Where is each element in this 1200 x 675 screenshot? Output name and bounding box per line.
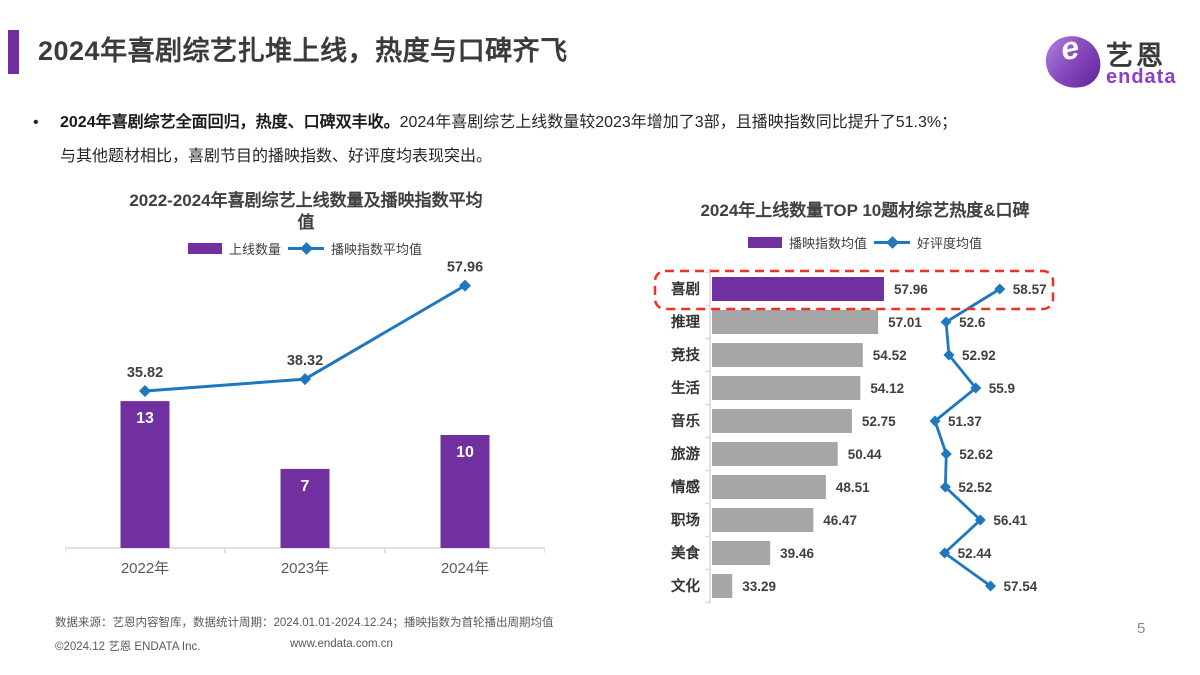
page-number: 5	[1137, 620, 1146, 637]
summary-paragraph: 2024年喜剧综艺全面回归，热度、口碑双丰收。2024年喜剧综艺上线数量较202…	[60, 106, 1130, 174]
bar-value-label: 57.01	[888, 315, 922, 330]
summary-line-1: 2024年喜剧综艺全面回归，热度、口碑双丰收。2024年喜剧综艺上线数量较202…	[60, 106, 1130, 140]
summary-line-2: 与其他题材相比，喜剧节目的播映指数、好评度均表现突出。	[60, 148, 493, 165]
bar-情感	[712, 475, 826, 499]
line-point-marker	[970, 382, 982, 394]
right-legend-line-label: 好评度均值	[917, 236, 983, 251]
line-value-label: 52.44	[958, 546, 992, 561]
bar-value-label: 10	[456, 444, 474, 461]
bar-value-label: 54.52	[873, 348, 907, 363]
bar-value-label: 7	[301, 478, 310, 495]
line-value-label: 56.41	[993, 513, 1027, 528]
bar-legend-swatch	[747, 237, 782, 248]
bar-value-label: 52.75	[862, 414, 896, 429]
bar-value-label: 39.46	[780, 546, 814, 561]
category-label: 音乐	[671, 412, 700, 430]
category-label: 旅游	[671, 445, 700, 463]
bar-竞技	[712, 343, 863, 367]
bar-legend-swatch	[187, 243, 222, 254]
category-label: 喜剧	[671, 280, 700, 298]
bar-value-label: 33.29	[742, 579, 776, 594]
line-value-label: 52.52	[958, 480, 992, 495]
bar-value-label: 13	[136, 410, 154, 427]
endata-logo: e 艺恩 endata	[1042, 22, 1186, 94]
right-chart-legend: 播映指数均值 好评度均值	[650, 233, 1080, 252]
category-label: 生活	[671, 379, 700, 397]
category-label: 竞技	[671, 346, 700, 364]
bar-value-label: 48.51	[836, 480, 870, 495]
logo-zh-text: 艺恩	[1106, 41, 1166, 71]
bar-美食	[712, 541, 771, 565]
left-chart-plot: 13 2022年 7 2023年 10 2024年 35.82 38.32 57.96	[65, 260, 545, 577]
category-label: 文化	[671, 577, 700, 595]
logo-en-text: endata	[1106, 66, 1177, 88]
bar-推理	[712, 310, 879, 334]
bar-喜剧	[712, 277, 884, 301]
bar-文化	[712, 574, 733, 598]
rating-line	[933, 287, 1001, 588]
line-legend-swatch	[874, 241, 910, 244]
line-point-marker	[939, 547, 951, 559]
right-chart-title: 2024年上线数量TOP 10题材综艺热度&口碑	[700, 201, 1030, 220]
bar-2023年	[280, 468, 330, 548]
x-axis-label: 2022年	[121, 560, 169, 577]
line-value-label: 58.57	[1013, 282, 1047, 297]
line-value-label: 38.32	[287, 353, 323, 369]
line-value-label: 52.62	[959, 447, 993, 462]
line-point-marker	[940, 448, 952, 460]
left-chart-legend: 上线数量 播映指数平均值	[65, 239, 545, 258]
line-point-marker	[943, 349, 955, 361]
right-legend-bar-label: 播映指数均值	[788, 236, 867, 251]
line-legend-swatch	[288, 247, 324, 250]
category-label: 推理	[671, 313, 700, 331]
bar-音乐	[712, 409, 852, 433]
bar-value-label: 54.12	[870, 381, 904, 396]
bar-旅游	[712, 442, 838, 466]
left-chart-title: 2022-2024年喜剧综艺上线数量及播映指数平均值	[129, 191, 483, 232]
line-point-marker	[299, 373, 311, 386]
line-point-marker	[994, 283, 1006, 295]
line-value-label: 55.9	[989, 381, 1015, 396]
line-value-label: 51.37	[948, 414, 982, 429]
line-value-label: 52.92	[962, 348, 996, 363]
category-label: 美食	[671, 544, 700, 562]
summary-bold-lead: 2024年喜剧综艺全面回归，热度、口碑双丰收。	[60, 114, 400, 131]
bar-2022年	[120, 401, 170, 548]
page-title: 2024年喜剧综艺扎堆上线，热度与口碑齐飞	[38, 36, 568, 66]
bullet-marker: •	[33, 114, 39, 131]
line-point-marker	[929, 415, 941, 427]
bar-value-label: 46.47	[823, 513, 857, 528]
bar-生活	[712, 376, 861, 400]
footer-source: 数据来源：艺恩内容智库，数据统计周期：2024.01.01-2024.12.24…	[55, 617, 554, 629]
bar-2024年	[440, 435, 490, 548]
line-point-marker	[940, 316, 952, 328]
line-value-label: 35.82	[127, 365, 163, 381]
category-label: 情感	[671, 478, 700, 496]
left-legend-line-label: 播映指数平均值	[331, 242, 423, 257]
line-point-marker	[939, 481, 951, 493]
line-point-marker	[139, 385, 151, 397]
line-point-marker	[459, 279, 471, 292]
footer-website: www.endata.com.cn	[290, 638, 393, 650]
summary-line-1-rest: 2024年喜剧综艺上线数量较2023年增加了3部，且播映指数同比提升了51.3%…	[399, 114, 958, 131]
x-axis-label: 2024年	[441, 560, 489, 577]
left-legend-bar-label: 上线数量	[228, 242, 281, 257]
category-label: 职场	[671, 512, 700, 529]
line-value-label: 57.54	[1004, 579, 1038, 594]
x-axis-label: 2023年	[281, 560, 329, 577]
line-point-marker	[974, 514, 986, 526]
right-chart-plot: 喜剧 57.96 推理 57.01 竞技 54.52 生活 54.12 音乐 52.75 旅游 50.…	[653, 268, 1055, 604]
footer-copyright: ©2024.12 艺恩 ENDATA Inc.	[55, 641, 201, 653]
bar-职场	[712, 508, 814, 532]
line-value-label: 57.96	[447, 260, 483, 276]
title-accent-bar	[8, 30, 19, 74]
bar-value-label: 57.96	[894, 282, 928, 297]
bar-value-label: 50.44	[848, 447, 882, 462]
comedy-highlight-box	[653, 269, 1055, 311]
line-value-label: 52.6	[959, 315, 986, 330]
line-point-marker	[985, 580, 997, 592]
